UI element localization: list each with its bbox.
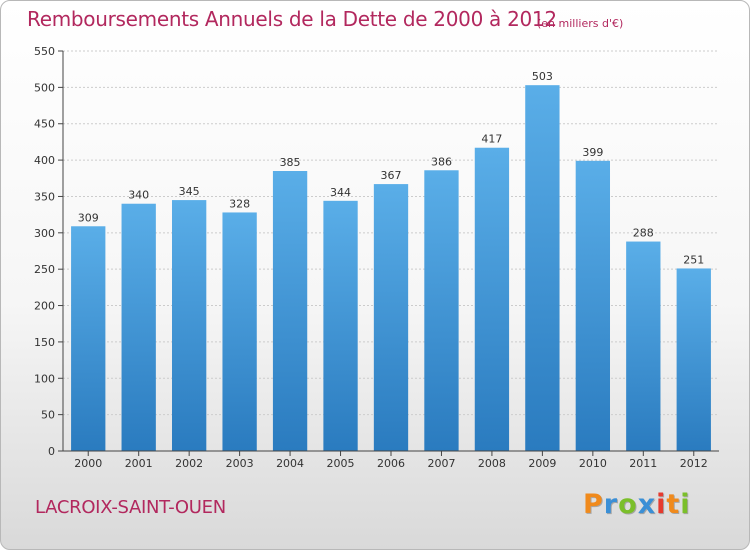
value-label-2002: 345 [179, 185, 200, 198]
x-tick-label-2012: 2012 [680, 457, 708, 470]
bar-2008 [474, 147, 510, 451]
y-tick-label: 450 [34, 118, 55, 131]
x-tick-label-2006: 2006 [377, 457, 405, 470]
value-label-2006: 367 [381, 169, 402, 182]
y-tick-label: 350 [34, 190, 55, 203]
bar-2009 [525, 85, 560, 451]
value-label-2003: 328 [229, 197, 250, 210]
x-tick-label-2007: 2007 [427, 457, 455, 470]
proxiti-logo: Proxiti [583, 489, 691, 520]
value-label-2009: 503 [532, 70, 553, 83]
bar-2000 [71, 226, 106, 451]
value-label-2011: 288 [633, 227, 654, 240]
x-tick-label-2000: 2000 [74, 457, 102, 470]
value-label-2000: 309 [78, 211, 99, 224]
value-label-2005: 344 [330, 186, 351, 199]
y-tick-label: 500 [34, 81, 55, 94]
bar-2002 [171, 200, 207, 451]
y-tick-label: 400 [34, 154, 55, 167]
y-tick-label: 100 [34, 372, 55, 385]
x-tick-label-2004: 2004 [276, 457, 304, 470]
value-label-2012: 251 [683, 253, 704, 266]
x-tick-label-2001: 2001 [125, 457, 153, 470]
unit-label: (en milliers d'€) [537, 17, 624, 30]
y-tick-label: 250 [34, 263, 55, 276]
bar-2004 [272, 171, 308, 451]
bar-2006 [373, 184, 409, 451]
y-tick-label: 550 [34, 45, 55, 58]
x-tick-label-2009: 2009 [528, 457, 556, 470]
value-label-2010: 399 [582, 146, 603, 159]
bar-2012 [676, 268, 711, 451]
y-tick-label: 300 [34, 227, 55, 240]
bar-2011 [626, 241, 661, 451]
value-labels: 309 340 345 328 385 344 367 386 417 503 399 288 251 [78, 70, 705, 266]
x-tick-label-2003: 2003 [226, 457, 254, 470]
y-axis-ticks: 0 50 100 150 200 250 300 350 400 450 500 550 [34, 45, 63, 458]
y-tick-label: 150 [34, 336, 55, 349]
value-label-2004: 385 [280, 156, 301, 169]
bars [71, 85, 711, 452]
bar-2005 [323, 200, 358, 451]
value-label-2008: 417 [481, 133, 502, 146]
value-label-2001: 340 [128, 189, 149, 202]
bar-2007 [424, 170, 459, 452]
y-tick-label: 50 [41, 409, 55, 422]
y-tick-label: 200 [34, 300, 55, 313]
bar-2003 [222, 212, 257, 451]
x-tick-label-2005: 2005 [327, 457, 355, 470]
bar-2010 [575, 160, 611, 451]
y-tick-label: 0 [48, 445, 55, 458]
bar-2001 [121, 203, 156, 451]
city-name: LACROIX-SAINT-OUEN [35, 497, 226, 518]
x-tick-label-2011: 2011 [629, 457, 657, 470]
x-tick-label-2008: 2008 [478, 457, 506, 470]
x-tick-label-2010: 2010 [579, 457, 607, 470]
chart-title: Remboursements Annuels de la Dette de 20… [27, 7, 557, 31]
x-tick-label-2002: 2002 [175, 457, 203, 470]
x-axis-ticks: 2000 2001 2002 2003 2004 2005 2006 2007 2008 2009… [74, 451, 708, 470]
value-label-2007: 386 [431, 155, 452, 168]
